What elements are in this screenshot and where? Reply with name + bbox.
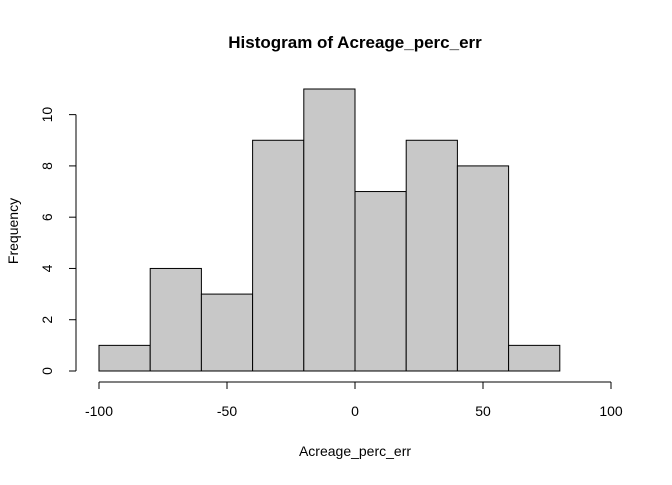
histogram-bar bbox=[149, 267, 202, 372]
histogram-bar bbox=[98, 344, 151, 372]
y-tick-label: 10 bbox=[39, 107, 55, 123]
x-tick-label: -100 bbox=[85, 403, 113, 419]
x-tick-label: 0 bbox=[351, 403, 359, 419]
histogram-bar bbox=[200, 293, 254, 372]
y-tick-label: 6 bbox=[39, 213, 55, 221]
chart-title: Histogram of Acreage_perc_err bbox=[228, 33, 482, 52]
x-axis-label: Acreage_perc_err bbox=[299, 443, 411, 459]
y-axis-label: Frequency bbox=[5, 198, 21, 264]
x-axis: -100 -50 0 50 100 bbox=[85, 381, 623, 419]
y-tick-label: 8 bbox=[39, 162, 55, 170]
y-axis: 0 2 4 6 8 10 bbox=[39, 107, 77, 375]
histogram-bar bbox=[303, 88, 356, 372]
histogram-bar bbox=[405, 139, 458, 372]
histogram-bar bbox=[252, 139, 305, 372]
x-tick-label: 50 bbox=[475, 403, 491, 419]
y-tick-label: 0 bbox=[39, 367, 55, 375]
x-tick-label: 100 bbox=[599, 403, 623, 419]
y-tick-label: 2 bbox=[39, 316, 55, 324]
histogram-bar bbox=[508, 344, 561, 372]
y-tick-label: 4 bbox=[39, 264, 55, 272]
bars-group bbox=[98, 88, 561, 372]
x-tick-label: -50 bbox=[217, 403, 237, 419]
histogram-bar bbox=[456, 165, 510, 372]
histogram-bar bbox=[354, 191, 407, 372]
